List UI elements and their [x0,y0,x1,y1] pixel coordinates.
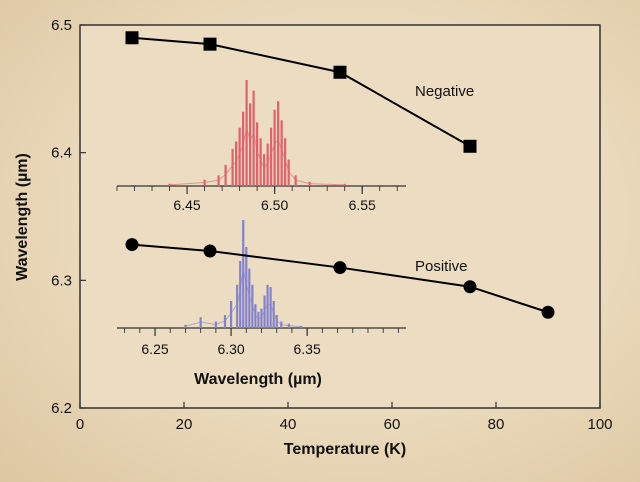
inset-spectrum-positive: 6.25 6.30 6.35 [117,220,406,357]
data-point-positive [463,280,477,294]
data-point-positive [541,305,555,319]
inset-tick-label: 6.55 [349,197,376,213]
data-point-positive [125,238,139,252]
inset-tick-label: 6.50 [261,197,288,213]
inset-tick-label: 6.25 [141,341,168,357]
x-axis-label: Temperature (K) [284,441,406,458]
x-tick-label: 60 [384,416,401,433]
x-tick-label: 20 [176,416,193,433]
x-tick-label: 80 [488,416,505,433]
series-label-positive: Positive [415,258,468,275]
series-markers [125,31,555,319]
y-tick-label: 6.4 [51,145,72,162]
inset-tick-label: 6.35 [294,341,321,357]
plot-area [79,24,601,409]
inset-spectrum-negative: 6.45 6.50 6.55 [116,80,406,213]
y-axis-label: Wavelength (µm) [14,153,31,281]
x-tick-label: 0 [76,416,84,433]
y-tick-label: 6.5 [51,17,72,34]
inset-x-axis-label: Wavelength (µm) [194,371,322,388]
inset-tick-label: 6.45 [173,197,200,213]
y-tick-label: 6.3 [51,272,72,289]
data-point-negative [463,139,477,153]
data-point-positive [203,244,217,258]
x-tick-label: 40 [280,416,297,433]
data-point-negative [203,37,217,51]
series-line-negative [131,36,471,148]
series-label-negative: Negative [415,83,474,100]
y-tick-label: 6.2 [51,400,72,417]
axes: 0 20 40 60 80 100 6.2 6.3 6.4 6.5 [51,17,612,433]
spectrum-envelope [169,127,345,186]
spectrum-envelope [185,268,302,328]
data-point-negative [333,65,347,79]
data-point-negative [125,31,139,45]
data-point-positive [333,261,347,275]
x-tick-label: 100 [587,416,612,433]
inset-tick-label: 6.30 [217,341,244,357]
